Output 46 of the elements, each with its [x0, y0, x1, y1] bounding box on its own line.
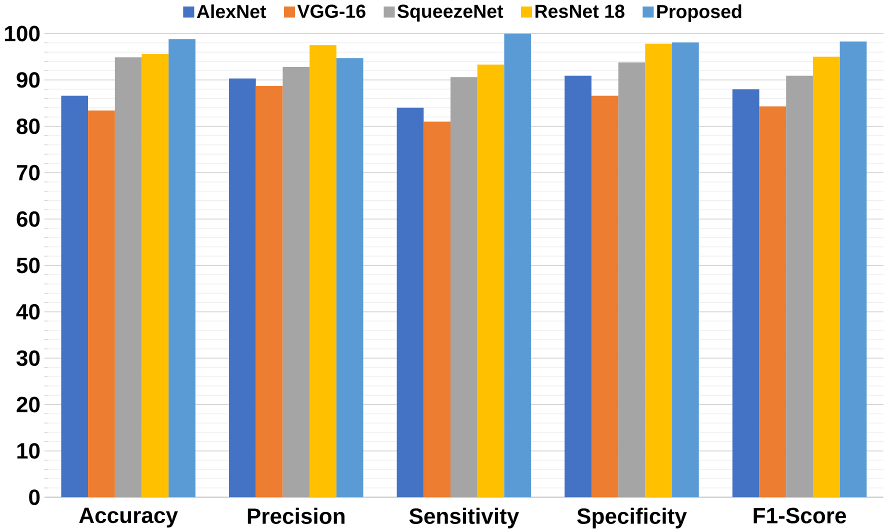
bar: [168, 39, 196, 498]
y-tick-label: 80: [16, 118, 40, 134]
bar: [142, 54, 169, 498]
bar: [618, 62, 646, 498]
bar: [229, 78, 256, 498]
y-tick-label: 30: [16, 350, 40, 366]
x-tick-label: F1-Score: [754, 508, 846, 524]
x-tick-label: Accuracy: [79, 508, 178, 528]
bar: [88, 110, 115, 498]
bar: [645, 44, 672, 498]
legend-label: VGG-16: [297, 4, 366, 18]
y-tick-label: 60: [16, 211, 40, 227]
bar: [336, 58, 364, 498]
bar: [114, 57, 142, 498]
legend-label: SqueezeNet: [398, 4, 504, 22]
bar: [450, 77, 478, 498]
bar: [812, 56, 840, 498]
legend-label: Proposed: [657, 4, 742, 22]
x-tick-label: Sensitivity: [409, 508, 520, 528]
y-tick-label: 50: [16, 258, 40, 274]
bar: [672, 42, 699, 498]
x-tick-label: Specificity: [577, 508, 687, 528]
bar: [256, 86, 283, 498]
bar: [477, 64, 504, 498]
y-tick-label: 40: [16, 304, 40, 320]
bar: [310, 45, 336, 498]
bar: [282, 66, 310, 498]
y-tick-label: 90: [16, 72, 40, 88]
y-tick-label: 100: [5, 26, 40, 42]
x-tick-label: Precision: [248, 508, 344, 524]
bar: [732, 89, 760, 498]
bar: [591, 96, 618, 498]
y-tick-label: 10: [17, 443, 40, 459]
legend-label: ResNet 18: [536, 4, 624, 18]
bar: [564, 76, 592, 498]
legend-label: AlexNet: [196, 4, 266, 18]
bar: [840, 41, 867, 498]
bar: [759, 106, 786, 498]
bar: [396, 108, 424, 498]
bar: [424, 122, 451, 498]
bar: [504, 34, 532, 498]
y-tick-label: 0: [29, 489, 40, 506]
y-tick-label: 20: [16, 396, 40, 412]
bar: [61, 96, 88, 498]
bar: [786, 76, 813, 498]
y-tick-label: 70: [16, 164, 40, 180]
